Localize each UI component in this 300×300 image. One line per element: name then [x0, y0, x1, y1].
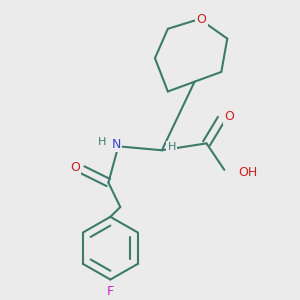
Text: H: H — [98, 137, 106, 147]
Text: N: N — [112, 138, 121, 151]
Text: H: H — [168, 142, 176, 152]
Text: F: F — [107, 285, 114, 298]
Text: O: O — [70, 161, 80, 174]
Text: O: O — [224, 110, 234, 124]
Text: OH: OH — [238, 166, 257, 179]
Text: O: O — [196, 13, 206, 26]
